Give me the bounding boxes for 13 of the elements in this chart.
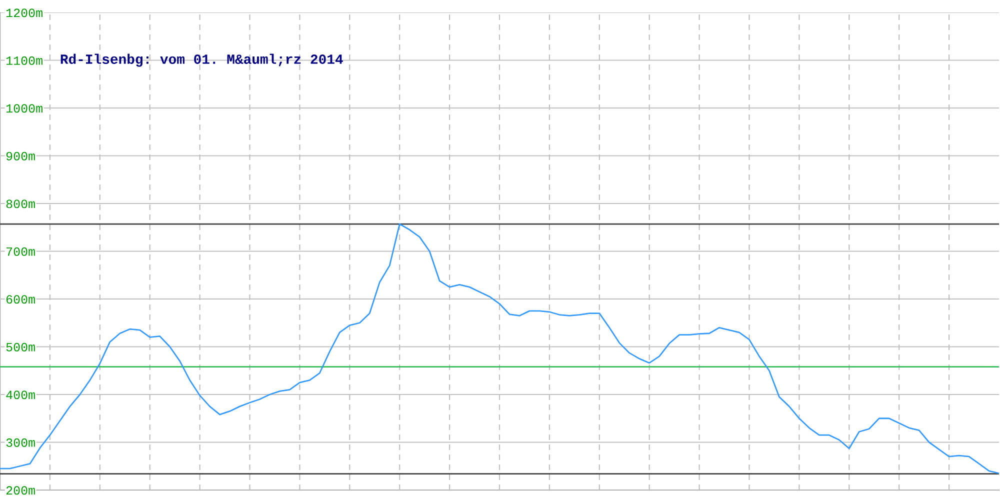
y-tick-label: 700m — [6, 247, 35, 256]
y-tick-label: 300m — [6, 438, 35, 447]
y-tick-label: 600m — [6, 295, 35, 304]
y-tick-label: 1200m — [6, 8, 42, 18]
text: Rd-Ilsenbg: vom 01. M&auml;rz 2014 — [60, 54, 343, 67]
y-tick-label: 1000m — [6, 104, 42, 113]
y-tick-label: 400m — [6, 390, 35, 400]
y-tick-label: 900m — [6, 152, 35, 160]
line-series — [0, 223, 999, 474]
y-tick-label: 800m — [6, 200, 35, 208]
y-tick-label: 500m — [6, 342, 35, 352]
y-tick-label: 1100m — [6, 56, 42, 65]
y-tick-label: 200m — [6, 486, 35, 495]
